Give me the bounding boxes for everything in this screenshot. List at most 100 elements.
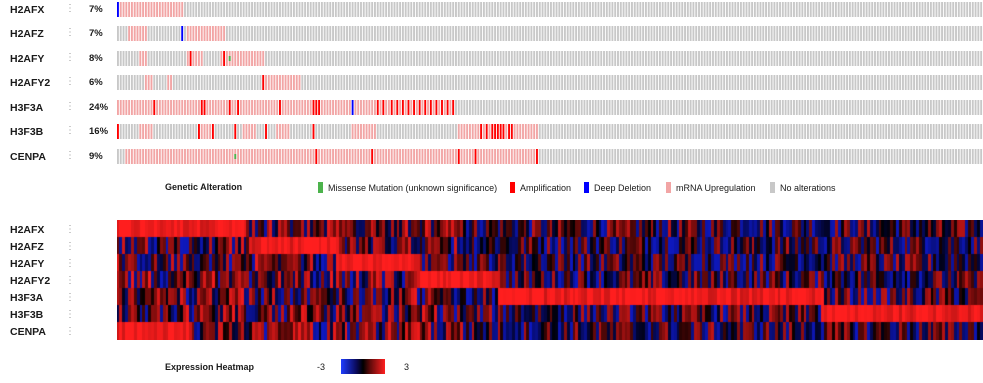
sample-cell-none[interactable] bbox=[885, 2, 888, 17]
sample-cell-none[interactable] bbox=[949, 26, 952, 41]
sample-cell-none[interactable] bbox=[714, 100, 717, 115]
sample-cell-none[interactable] bbox=[541, 124, 544, 139]
sample-cell-none[interactable] bbox=[712, 26, 714, 41]
sample-cell-none[interactable] bbox=[343, 75, 346, 90]
sample-cell-none[interactable] bbox=[636, 26, 639, 41]
sample-cell-none[interactable] bbox=[686, 149, 689, 164]
sample-cell-none[interactable] bbox=[184, 2, 186, 17]
sample-cell-none[interactable] bbox=[955, 26, 957, 41]
sample-cell-up[interactable] bbox=[262, 100, 265, 115]
sample-cell-none[interactable] bbox=[413, 124, 416, 139]
sample-cell-none[interactable] bbox=[538, 75, 541, 90]
sample-cell-none[interactable] bbox=[686, 124, 689, 139]
sample-cell-none[interactable] bbox=[608, 100, 611, 115]
sample-cell-none[interactable] bbox=[698, 124, 700, 139]
sample-cell-up[interactable] bbox=[245, 51, 248, 66]
sample-cell-none[interactable] bbox=[966, 100, 969, 115]
sample-cell-none[interactable] bbox=[577, 2, 580, 17]
sample-cell-up[interactable] bbox=[477, 149, 480, 164]
sample-cell-up[interactable] bbox=[242, 149, 245, 164]
sample-cell-none[interactable] bbox=[628, 149, 631, 164]
sample-cell-none[interactable] bbox=[231, 75, 234, 90]
sample-cell-none[interactable] bbox=[449, 51, 452, 66]
sample-cell-none[interactable] bbox=[597, 100, 600, 115]
sample-cell-up[interactable] bbox=[147, 2, 150, 17]
sample-cell-none[interactable] bbox=[429, 2, 432, 17]
sample-cell-up[interactable] bbox=[223, 26, 226, 41]
sample-cell-none[interactable] bbox=[890, 75, 893, 90]
sample-cell-none[interactable] bbox=[714, 51, 717, 66]
sample-cell-none[interactable] bbox=[586, 26, 589, 41]
sample-cell-none[interactable] bbox=[594, 100, 597, 115]
sample-cell-up[interactable] bbox=[186, 100, 189, 115]
sample-cell-none[interactable] bbox=[513, 26, 516, 41]
sample-cell-none[interactable] bbox=[460, 2, 463, 17]
sample-cell-none[interactable] bbox=[468, 100, 471, 115]
sample-cell-none[interactable] bbox=[871, 26, 874, 41]
sample-cell-up[interactable] bbox=[471, 124, 474, 139]
sample-cell-none[interactable] bbox=[379, 124, 382, 139]
sample-cell-none[interactable] bbox=[971, 26, 974, 41]
sample-cell-none[interactable] bbox=[980, 75, 983, 90]
sample-cell-none[interactable] bbox=[837, 26, 840, 41]
sample-cell-none[interactable] bbox=[455, 2, 457, 17]
sample-cell-up[interactable] bbox=[438, 100, 441, 115]
sample-cell-none[interactable] bbox=[228, 26, 231, 41]
sample-cell-none[interactable] bbox=[304, 75, 307, 90]
sample-cell-none[interactable] bbox=[309, 51, 312, 66]
sample-cell-del[interactable] bbox=[181, 26, 184, 41]
sample-cell-up[interactable] bbox=[362, 124, 365, 139]
sample-cell-none[interactable] bbox=[589, 75, 591, 90]
sample-cell-none[interactable] bbox=[935, 149, 938, 164]
sample-cell-none[interactable] bbox=[714, 26, 717, 41]
sample-cell-up[interactable] bbox=[385, 100, 388, 115]
sample-cell-up[interactable] bbox=[340, 149, 343, 164]
sample-cell-none[interactable] bbox=[837, 149, 840, 164]
sample-cell-none[interactable] bbox=[957, 75, 960, 90]
sample-cell-none[interactable] bbox=[396, 2, 399, 17]
sample-cell-none[interactable] bbox=[670, 2, 673, 17]
sample-cell-none[interactable] bbox=[929, 75, 932, 90]
sample-cell-none[interactable] bbox=[974, 51, 977, 66]
sample-cell-none[interactable] bbox=[714, 149, 717, 164]
sample-cell-none[interactable] bbox=[851, 26, 854, 41]
sample-cell-none[interactable] bbox=[413, 75, 416, 90]
sample-cell-none[interactable] bbox=[485, 100, 488, 115]
sample-cell-none[interactable] bbox=[670, 51, 673, 66]
sample-cell-none[interactable] bbox=[678, 51, 681, 66]
sample-cell-none[interactable] bbox=[376, 51, 379, 66]
sample-cell-none[interactable] bbox=[681, 26, 684, 41]
sample-cell-none[interactable] bbox=[647, 26, 650, 41]
sample-cell-up[interactable] bbox=[309, 149, 312, 164]
sample-cell-none[interactable] bbox=[522, 51, 524, 66]
sample-cell-none[interactable] bbox=[798, 124, 801, 139]
sample-cell-none[interactable] bbox=[340, 124, 343, 139]
sample-cell-none[interactable] bbox=[382, 2, 385, 17]
sample-cell-up[interactable] bbox=[142, 2, 145, 17]
sample-cell-none[interactable] bbox=[446, 26, 449, 41]
sample-cell-none[interactable] bbox=[287, 51, 290, 66]
sample-cell-none[interactable] bbox=[918, 100, 921, 115]
sample-cell-none[interactable] bbox=[756, 51, 759, 66]
sample-cell-up[interactable] bbox=[214, 100, 217, 115]
sample-cell-up[interactable] bbox=[142, 51, 145, 66]
sample-cell-none[interactable] bbox=[530, 75, 533, 90]
sample-cell-none[interactable] bbox=[689, 26, 692, 41]
sample-cell-none[interactable] bbox=[885, 149, 888, 164]
sample-cell-up[interactable] bbox=[128, 100, 131, 115]
sample-cell-none[interactable] bbox=[594, 124, 597, 139]
sample-cell-up[interactable] bbox=[329, 149, 332, 164]
sample-cell-none[interactable] bbox=[787, 149, 790, 164]
sample-cell-amp[interactable] bbox=[237, 100, 240, 115]
sample-cell-up[interactable] bbox=[142, 100, 145, 115]
sample-cell-up[interactable] bbox=[228, 149, 231, 164]
sample-cell-none[interactable] bbox=[605, 2, 608, 17]
sample-cell-none[interactable] bbox=[639, 75, 642, 90]
sample-cell-up[interactable] bbox=[242, 51, 245, 66]
sample-cell-none[interactable] bbox=[862, 26, 865, 41]
sample-cell-none[interactable] bbox=[463, 26, 466, 41]
sample-cell-none[interactable] bbox=[508, 26, 510, 41]
sample-cell-none[interactable] bbox=[320, 75, 323, 90]
sample-cell-none[interactable] bbox=[175, 124, 178, 139]
sample-cell-none[interactable] bbox=[784, 51, 787, 66]
